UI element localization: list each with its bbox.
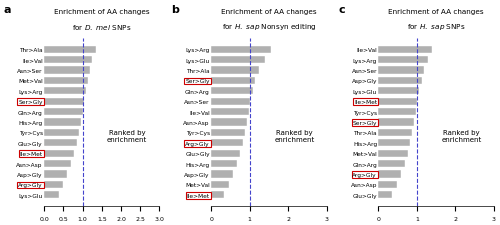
Text: Ranked by
enrichment: Ranked by enrichment [107,129,148,142]
Text: Ranked by
enrichment: Ranked by enrichment [442,129,482,142]
Bar [44,160,71,168]
Text: Enrichment of AA changes: Enrichment of AA changes [388,9,484,15]
Bar [44,67,90,74]
Bar [44,119,80,126]
Bar [44,181,64,188]
Bar [378,191,392,199]
Bar [378,181,396,188]
Bar [44,88,86,95]
Bar [44,108,82,116]
Bar [378,119,414,126]
Bar [44,98,84,106]
Bar [44,129,78,137]
Bar [378,98,418,106]
Bar [378,77,422,85]
Bar [211,88,253,95]
Bar [211,150,240,157]
Text: c: c [338,5,344,15]
Bar [211,108,248,116]
Bar [211,171,233,178]
Bar [211,46,271,54]
Bar [378,88,419,95]
Text: Enrichment of AA changes: Enrichment of AA changes [221,9,317,15]
Bar [378,140,410,147]
Text: for $\it{D.\ mel}$ SNPs: for $\it{D.\ mel}$ SNPs [72,23,132,32]
Bar [211,129,245,137]
Bar [378,108,416,116]
Bar [44,46,96,54]
Text: b: b [171,5,178,15]
Bar [378,150,408,157]
Bar [378,57,428,64]
Text: Enrichment of AA changes: Enrichment of AA changes [54,9,150,15]
Bar [378,129,412,137]
Text: for $\it{H.\ sap}$ SNPs: for $\it{H.\ sap}$ SNPs [407,22,466,32]
Bar [211,77,256,85]
Text: for $\it{H.\ sap}$ Nonsyn editing: for $\it{H.\ sap}$ Nonsyn editing [222,22,316,32]
Bar [44,57,92,64]
Bar [211,160,238,168]
Bar [211,67,260,74]
Bar [211,119,247,126]
Bar [44,191,60,199]
Text: Ranked by
enrichment: Ranked by enrichment [274,129,314,142]
Bar [44,150,74,157]
Bar [44,171,67,178]
Bar [44,77,88,85]
Bar [211,191,224,199]
Text: a: a [4,5,11,15]
Bar [44,140,77,147]
Bar [211,98,250,106]
Bar [378,46,432,54]
Bar [378,67,424,74]
Bar [378,160,404,168]
Bar [211,181,228,188]
Bar [378,171,400,178]
Bar [211,140,243,147]
Bar [211,57,265,64]
